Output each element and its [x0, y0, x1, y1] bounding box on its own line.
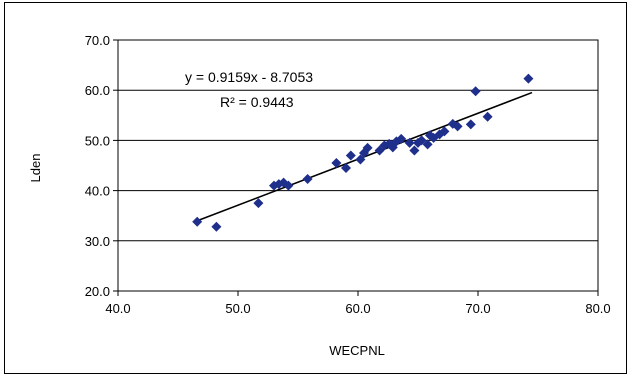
- y-tick-label: 20.0: [85, 284, 110, 299]
- r-squared-label: R² = 0.9443: [220, 94, 294, 110]
- y-tick-label: 70.0: [85, 33, 110, 48]
- data-point: [283, 180, 294, 191]
- y-tick-label: 40.0: [85, 184, 110, 199]
- data-point: [523, 73, 534, 84]
- y-tick-label: 30.0: [85, 234, 110, 249]
- data-point: [439, 126, 450, 137]
- x-tick-labels: 40.0 50.0 60.0 70.0 80.0: [105, 301, 610, 316]
- data-point: [362, 142, 373, 153]
- data-point: [341, 163, 351, 174]
- x-tick-label: 80.0: [585, 301, 610, 316]
- data-point: [302, 174, 313, 185]
- data-point: [192, 216, 203, 227]
- data-point: [396, 133, 407, 144]
- data-point: [345, 150, 356, 161]
- x-tick-label: 50.0: [225, 301, 250, 316]
- axes: [113, 39, 599, 296]
- x-tick-label: 70.0: [465, 301, 490, 316]
- data-point: [355, 154, 366, 165]
- data-points: [192, 73, 534, 232]
- data-point: [409, 145, 420, 156]
- data-point: [452, 121, 463, 132]
- y-tick-label: 50.0: [85, 133, 110, 148]
- trendline-equation: y = 0.9159x - 8.7053: [185, 69, 313, 85]
- chart-frame: [4, 2, 627, 374]
- data-point: [416, 135, 427, 146]
- data-point: [253, 198, 264, 209]
- data-point: [404, 137, 415, 148]
- data-point: [482, 111, 493, 122]
- y-tick-label: 60.0: [85, 83, 110, 98]
- data-point: [465, 119, 476, 130]
- y-axis-title: Lden: [28, 154, 43, 183]
- x-tick-label: 40.0: [105, 301, 130, 316]
- gridlines: [118, 89, 598, 242]
- data-point: [470, 86, 481, 97]
- x-axis-title: WECPNL: [329, 343, 385, 358]
- y-tick-labels: 20.0 30.0 40.0 50.0 60.0 70.0: [85, 33, 110, 299]
- x-tick-label: 60.0: [345, 301, 370, 316]
- data-point: [422, 139, 433, 150]
- data-point: [211, 221, 222, 232]
- data-point: [331, 157, 342, 168]
